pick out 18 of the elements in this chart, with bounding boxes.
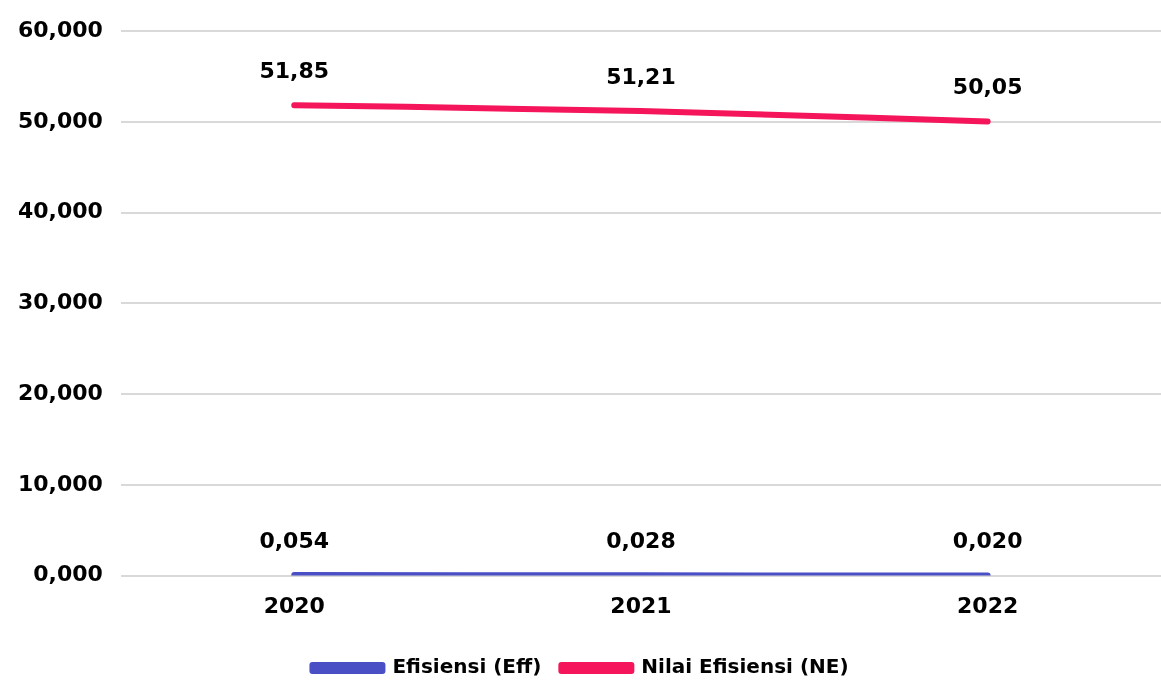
data-label: 0,054 xyxy=(259,527,330,553)
data-label: 50,05 xyxy=(952,74,1023,100)
y-tick-label: 0,000 xyxy=(33,561,103,587)
y-tick-label: 20,000 xyxy=(17,379,103,405)
y-tick-label: 30,000 xyxy=(17,289,103,315)
x-tick-label: 2022 xyxy=(957,592,1019,618)
y-tick-label: 40,000 xyxy=(17,198,103,224)
data-label: 0,020 xyxy=(952,528,1023,554)
legend-label: Efisiensi (Eff) xyxy=(392,654,542,679)
y-tick-label: 50,000 xyxy=(17,107,103,133)
y-tick-label: 10,000 xyxy=(17,470,103,496)
data-label: 51,85 xyxy=(259,57,330,83)
data-label: 51,21 xyxy=(606,63,676,89)
legend-label: Nilai Efisiensi (NE) xyxy=(641,654,849,679)
x-tick-label: 2021 xyxy=(610,592,672,618)
x-tick-label: 2020 xyxy=(263,592,325,618)
y-tick-label: 60,000 xyxy=(17,16,103,42)
data-label: 0,028 xyxy=(606,528,676,554)
